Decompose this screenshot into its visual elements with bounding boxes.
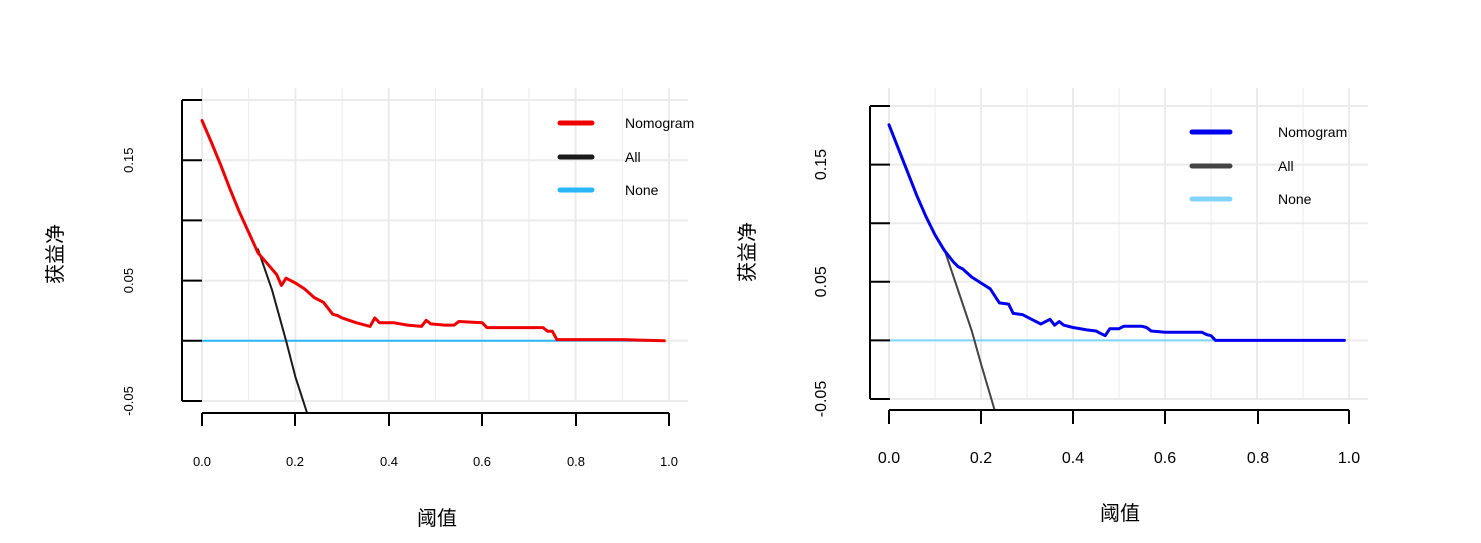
series-line-nomogram — [887, 123, 1346, 342]
legend-label-none: None — [625, 182, 659, 198]
grid-lines — [190, 88, 688, 402]
legend-label-all: All — [1278, 158, 1294, 174]
y-axis: -0.05 0.05 0.15 — [121, 99, 202, 416]
series-line-nomogram — [200, 119, 666, 343]
y-axis: -0.05 0.05 0.15 — [813, 105, 890, 418]
x-axis: 0.0 0.2 0.4 0.6 0.8 1.0 — [193, 412, 678, 469]
legend-label-all: All — [625, 149, 641, 165]
legend: Nomogram All None — [1189, 124, 1347, 207]
x-tick-label: 0.8 — [567, 454, 585, 469]
legend: Nomogram All None — [557, 115, 694, 198]
y-axis-title: 获益净 — [735, 222, 759, 282]
x-tick-label: 0.4 — [380, 454, 398, 469]
x-tick-label: 0.2 — [970, 450, 992, 467]
x-tick-label: 0.6 — [473, 454, 491, 469]
y-tick-label: -0.05 — [813, 381, 830, 418]
y-tick-label: 0.15 — [121, 148, 136, 173]
x-tick-label: 0.6 — [1154, 450, 1176, 467]
grid-lines — [877, 88, 1368, 400]
decision-curve-chart-left: -0.05 0.05 0.15 0.0 0.2 0.4 0.6 0.8 1.0 阈值 获益净 Nomo… — [43, 88, 694, 530]
x-axis: 0.0 0.2 0.4 0.6 0.8 1.0 — [878, 409, 1360, 467]
series-line-all — [943, 248, 996, 410]
y-axis-title: 获益净 — [43, 224, 67, 284]
x-axis-title: 阈值 — [1100, 501, 1140, 525]
x-tick-label: 0.0 — [878, 450, 900, 467]
x-tick-label: 0.2 — [286, 454, 304, 469]
legend-label-nomogram: Nomogram — [1278, 124, 1347, 140]
y-tick-label: 0.15 — [813, 149, 830, 180]
y-tick-label: 0.05 — [121, 268, 136, 293]
legend-label-none: None — [1278, 191, 1312, 207]
x-axis-title: 阈值 — [417, 506, 457, 530]
y-tick-label: 0.05 — [813, 266, 830, 297]
decision-curve-chart-right: -0.05 0.05 0.15 0.0 0.2 0.4 0.6 0.8 1.0 阈值 获益净 Nomo… — [735, 88, 1368, 525]
x-tick-label: 0.8 — [1247, 450, 1269, 467]
x-tick-label: 0.4 — [1062, 450, 1084, 467]
x-tick-label: 0.0 — [193, 454, 211, 469]
series-line-all — [257, 248, 309, 413]
x-tick-label: 1.0 — [660, 454, 678, 469]
legend-label-nomogram: Nomogram — [625, 115, 694, 131]
y-tick-label: -0.05 — [121, 386, 136, 416]
x-tick-label: 1.0 — [1338, 450, 1360, 467]
